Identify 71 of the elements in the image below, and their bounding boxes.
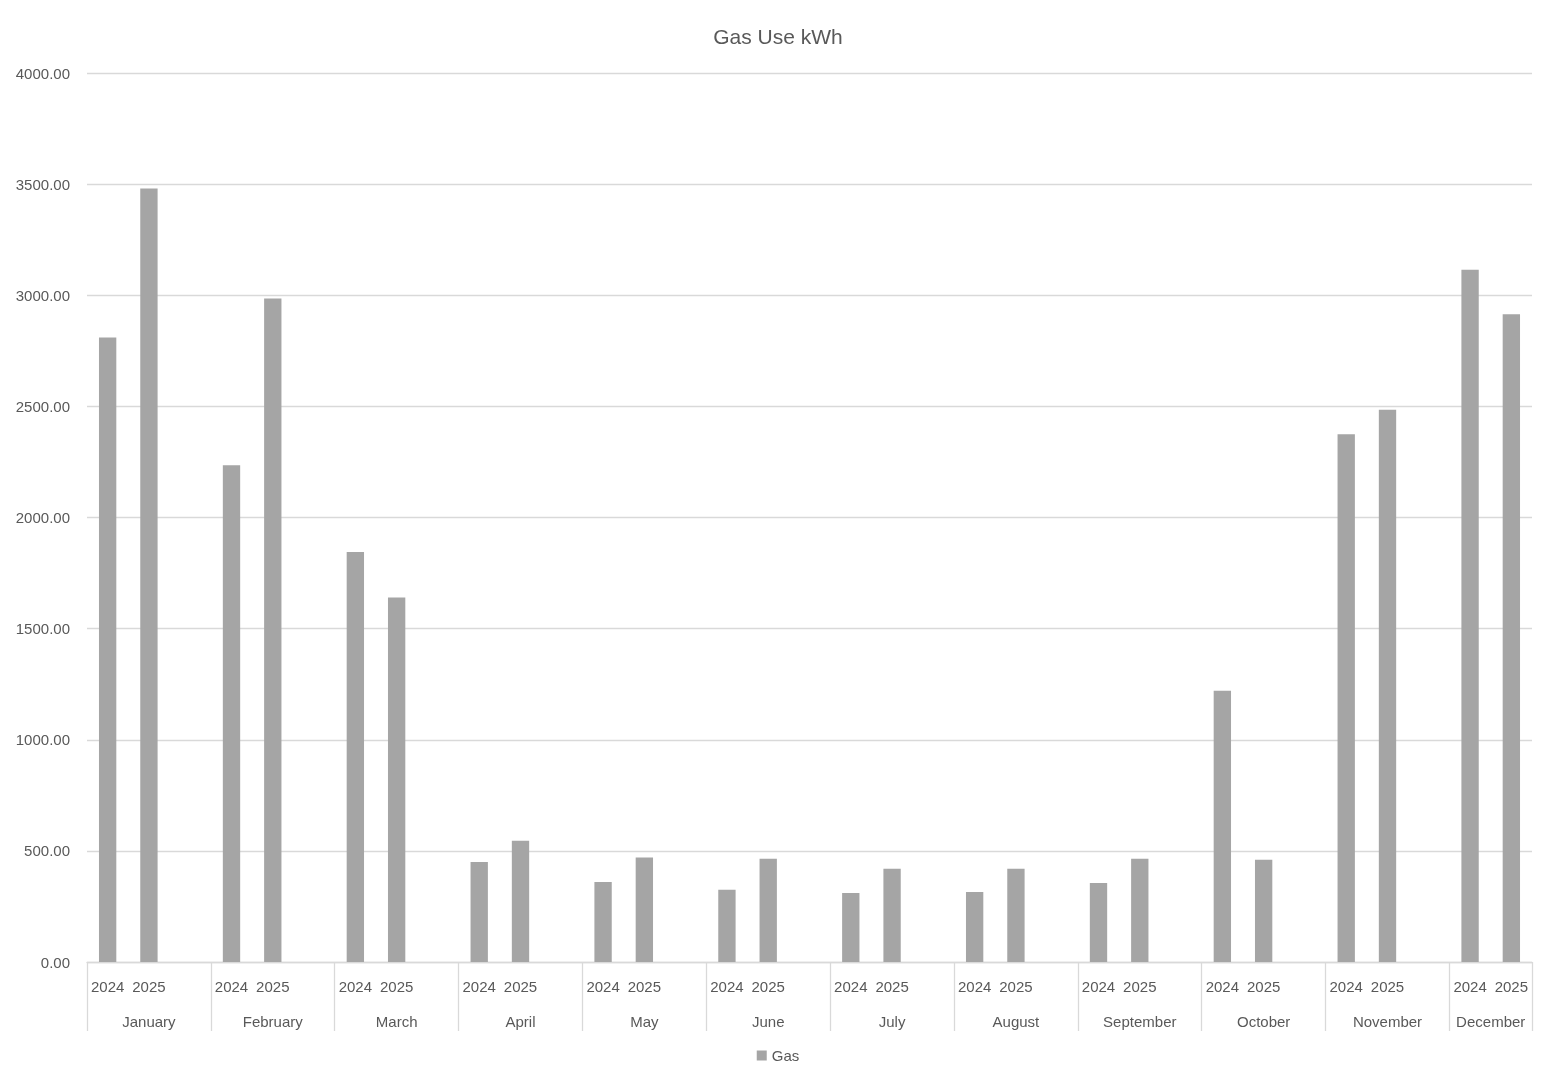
x-tick-label: 2025 <box>627 978 662 995</box>
y-tick-label: 4000.00 <box>15 64 70 82</box>
x-tick-label: 2024 <box>214 978 249 995</box>
bar <box>1461 269 1479 962</box>
x-tick-label: 2025 <box>999 978 1033 995</box>
x-tick-label: 2025 <box>503 978 538 995</box>
x-tick-label: 2025 <box>751 978 785 995</box>
x-tick-label: 2024 <box>90 978 125 995</box>
bar <box>759 858 777 962</box>
x-tick-label: 2024 <box>957 978 992 995</box>
bar <box>842 893 860 962</box>
x-tick-label: 2024 <box>1329 978 1363 995</box>
x-tick-label: 2024 <box>1081 978 1116 995</box>
x-tick-label: 2024 <box>1453 978 1487 995</box>
chart-title: Gas Use kWh <box>713 25 843 48</box>
bar <box>140 188 158 962</box>
bar <box>222 465 241 962</box>
x-tick-label: 2025 <box>1246 978 1281 995</box>
bar <box>1213 690 1232 962</box>
bar <box>718 889 736 962</box>
y-tick-label: 3500.00 <box>15 175 70 193</box>
text: December <box>1456 1012 1526 1030</box>
x-tick-label: 2025 <box>1123 978 1157 995</box>
bar <box>965 891 984 962</box>
y-tick-label: 1500.00 <box>15 620 70 638</box>
bar <box>1378 409 1397 962</box>
y-tick-label: 2000.00 <box>15 509 70 526</box>
bar <box>1089 883 1108 962</box>
text: January <box>122 1012 177 1030</box>
bar <box>1007 868 1025 962</box>
x-tick-label: 2024 <box>1205 978 1240 995</box>
y-tick-label: 3000.00 <box>15 286 70 304</box>
x-tick-label: 2025 <box>1370 978 1405 995</box>
bar <box>635 857 654 962</box>
bar <box>470 861 488 962</box>
y-tick-label: 0.00 <box>40 953 70 971</box>
bar <box>1337 434 1355 962</box>
text: October <box>1236 1012 1291 1030</box>
x-tick-label: 2025 <box>1494 978 1529 995</box>
bar <box>1131 858 1149 962</box>
text: April <box>505 1012 536 1030</box>
bar <box>511 840 530 962</box>
x-tick-label: 2024 <box>710 978 744 995</box>
bar <box>346 551 365 962</box>
bar <box>387 597 406 962</box>
x-tick-label: 2024 <box>462 978 496 995</box>
x-tick-label: 2025 <box>132 978 166 995</box>
text: August <box>992 1012 1041 1030</box>
bar <box>883 868 901 962</box>
x-tick-label: 2025 <box>256 978 290 995</box>
x-tick-label: 2024 <box>338 978 373 995</box>
text: March <box>375 1012 418 1030</box>
text: February <box>242 1012 304 1030</box>
text: May <box>630 1012 660 1030</box>
bar <box>1254 859 1273 962</box>
bar <box>594 881 612 962</box>
x-tick-label: 2024 <box>834 978 868 995</box>
x-tick-label: 2025 <box>875 978 909 995</box>
x-tick-label: 2025 <box>379 978 414 995</box>
bar <box>264 298 282 962</box>
y-tick-label: 2500.00 <box>15 397 70 415</box>
text: June <box>751 1012 785 1030</box>
text: September <box>1103 1012 1177 1030</box>
y-tick-label: 500.00 <box>24 842 70 860</box>
bar <box>98 337 117 962</box>
text: July <box>878 1012 906 1030</box>
x-tick-label: 2024 <box>586 978 620 995</box>
legend-label: Gas <box>771 1047 800 1064</box>
text: November <box>1352 1012 1423 1030</box>
bar <box>1502 314 1521 962</box>
y-tick-label: 1000.00 <box>15 731 70 749</box>
